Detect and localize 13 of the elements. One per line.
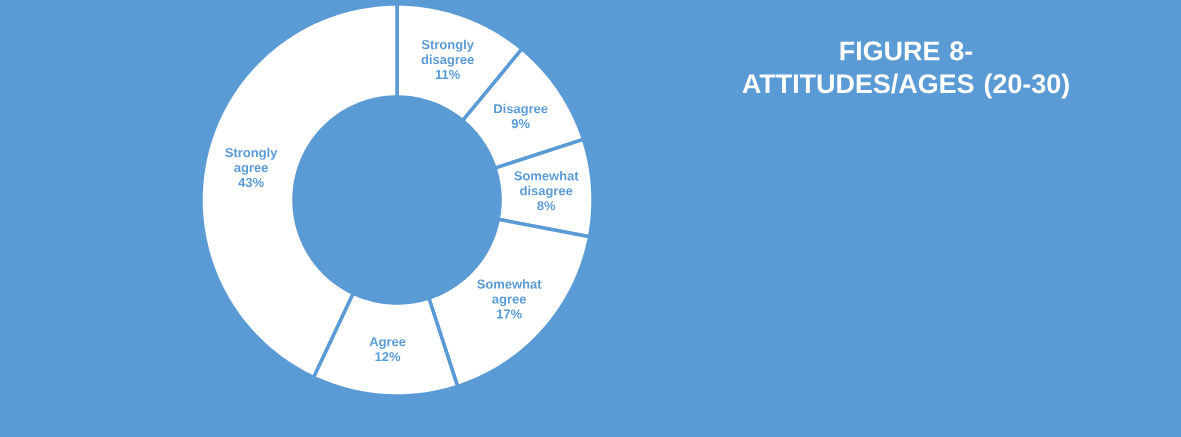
data-label: 9%: [511, 119, 530, 129]
slice-label: Disagree: [494, 103, 548, 116]
data-label: 8%: [537, 201, 556, 211]
data-label: 43%: [238, 177, 264, 188]
text: FIGURE 8- ATTITUDES/AGES (20-30): [742, 41, 1069, 99]
data-label: 12%: [375, 352, 401, 362]
slice-label: Strongly agree: [225, 147, 278, 175]
slice-label: Somewhat disagree: [514, 170, 579, 198]
data-label: 11%: [435, 69, 460, 80]
slice-label: Somewhat agree: [477, 279, 542, 307]
data-label: 17%: [497, 309, 522, 319]
slice-label: Agree: [369, 337, 406, 349]
slice-label: Strongly disagree: [421, 39, 474, 67]
